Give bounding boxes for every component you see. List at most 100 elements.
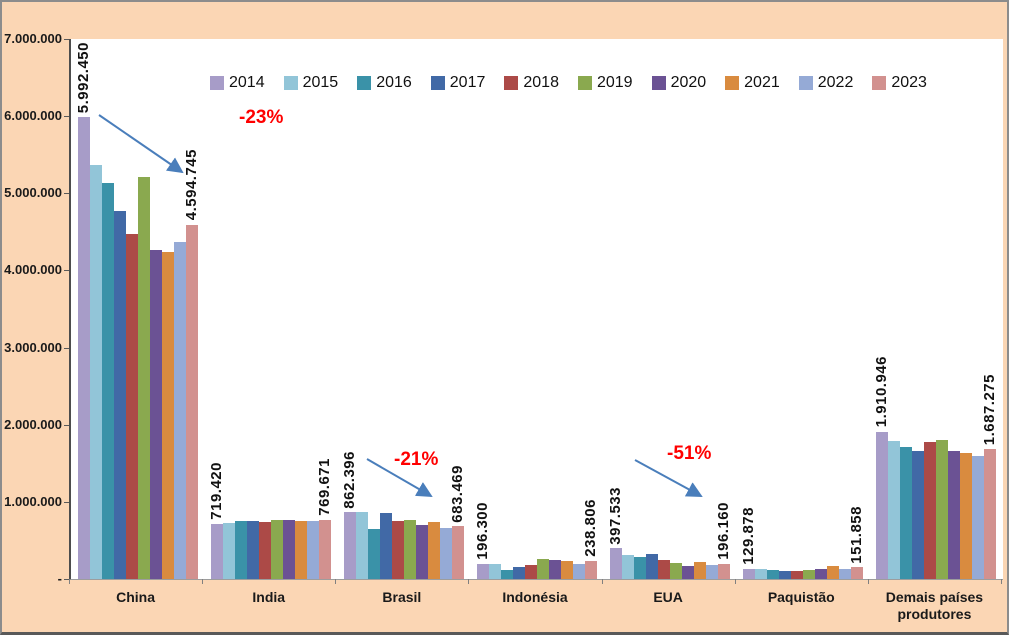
legend-swatch-icon xyxy=(430,76,445,90)
bar-eua-2019 xyxy=(670,562,683,579)
bar-brasil-2014 xyxy=(343,512,356,579)
bar-india-2014 xyxy=(210,523,223,579)
bar-eua-2015 xyxy=(622,554,635,579)
bar-india-2017 xyxy=(246,521,259,579)
value-label: 5.992.450 xyxy=(74,41,92,113)
bar-demais-2014 xyxy=(876,431,889,579)
x-tick-mark xyxy=(867,579,869,584)
value-label: 1.910.946 xyxy=(873,356,891,428)
bar-china-2023 xyxy=(185,224,198,579)
y-tick-label: 3.000.000 xyxy=(4,339,62,355)
y-tick-mark xyxy=(64,39,69,40)
x-tick-mark xyxy=(202,579,204,584)
bar-paquistão-2023 xyxy=(851,567,864,579)
legend-swatch-icon xyxy=(504,76,519,90)
legend-item-2021: 2021 xyxy=(725,74,780,92)
bar-eua-2020 xyxy=(682,565,695,579)
legend-item-2020: 2020 xyxy=(651,74,707,92)
bar-eua-2021 xyxy=(694,561,707,579)
bar-india-2020 xyxy=(282,519,295,579)
y-tick-label: 4.000.000 xyxy=(4,262,62,278)
bar-indonésia-2014 xyxy=(477,563,489,579)
bar-indonésia-2015 xyxy=(489,564,501,579)
y-tick-label: 7.000.000 xyxy=(4,31,62,46)
category-label-china: China xyxy=(116,589,156,605)
bar-china-2017 xyxy=(113,211,126,579)
y-tick-mark xyxy=(64,116,69,118)
value-label: 769.671 xyxy=(315,457,333,516)
bar-demais-2015 xyxy=(888,441,901,579)
bar-eua-2018 xyxy=(658,559,671,579)
x-tick-mark xyxy=(601,579,603,584)
value-label: 397.533 xyxy=(607,486,625,545)
bar-demais-2022 xyxy=(972,455,985,579)
annotation-brasil-percent: -21% xyxy=(394,449,439,470)
bar-china-2020 xyxy=(149,249,162,579)
bar-indonésia-2016 xyxy=(501,569,513,579)
bar-demais-2017 xyxy=(912,451,925,579)
legend-item-2023: 2023 xyxy=(872,74,927,92)
bar-india-2022 xyxy=(306,520,319,579)
bar-paquistão-2014 xyxy=(743,568,756,579)
bar-brasil-2015 xyxy=(355,512,368,579)
bar-brasil-2019 xyxy=(403,520,416,579)
bar-indonésia-2021 xyxy=(561,561,573,579)
category-label-indonésia: Indonésia xyxy=(502,589,568,605)
x-tick-mark xyxy=(335,579,337,584)
y-tick-label: - xyxy=(57,571,62,586)
x-tick-mark xyxy=(69,579,70,584)
bar-china-2021 xyxy=(161,251,174,579)
value-label: 1.687.275 xyxy=(981,373,999,445)
bar-india-2016 xyxy=(234,521,247,579)
bar-eua-2016 xyxy=(634,556,647,579)
legend-item-2019: 2019 xyxy=(577,74,633,92)
bar-brasil-2023 xyxy=(451,526,464,579)
x-tick-mark xyxy=(468,579,470,584)
y-tick-mark xyxy=(64,347,69,349)
annotation-eua-percent: -51% xyxy=(667,443,712,464)
bar-brasil-2022 xyxy=(439,528,452,579)
y-tick-mark xyxy=(64,501,69,503)
value-label: 196.300 xyxy=(474,502,491,560)
bar-paquistão-2019 xyxy=(803,569,816,579)
y-tick-label: 6.000.000 xyxy=(4,108,62,124)
bar-india-2015 xyxy=(222,523,235,579)
bar-indonésia-2017 xyxy=(513,566,525,579)
y-tick-mark xyxy=(64,193,69,195)
bar-china-2016 xyxy=(101,183,114,579)
bar-paquistão-2017 xyxy=(779,570,792,579)
bar-paquistão-2018 xyxy=(791,570,804,579)
bar-eua-2017 xyxy=(646,554,659,579)
bar-indonésia-2019 xyxy=(537,559,549,579)
bar-demais-2020 xyxy=(948,451,961,579)
legend-item-2014: 2014 xyxy=(210,74,265,92)
bar-china-2014 xyxy=(77,116,90,579)
y-tick-label: 1.000.000 xyxy=(4,493,62,509)
bar-india-2019 xyxy=(270,520,283,579)
legend-swatch-icon xyxy=(872,76,887,90)
legend-item-2017: 2017 xyxy=(430,74,486,92)
y-tick-label: 5.000.000 xyxy=(4,185,62,201)
legend-item-2018: 2018 xyxy=(504,74,559,92)
bar-china-2015 xyxy=(89,164,102,579)
value-label: 151.858 xyxy=(848,505,866,564)
bar-demais-2021 xyxy=(960,453,973,579)
bar-demais-2016 xyxy=(900,446,913,579)
legend-label: 2017 xyxy=(449,74,486,91)
bar-indonésia-2022 xyxy=(573,563,585,579)
legend-label: 2014 xyxy=(229,74,265,91)
legend-swatch-icon xyxy=(357,76,372,90)
legend-label: 2023 xyxy=(891,74,927,91)
annotation-china-percent: -23% xyxy=(239,107,284,128)
bar-brasil-2021 xyxy=(427,521,440,579)
legend-swatch-icon xyxy=(651,76,666,90)
legend-label: 2018 xyxy=(523,74,559,91)
bar-paquistão-2016 xyxy=(767,570,780,579)
legend-label: 2020 xyxy=(670,74,707,91)
legend-item-2022: 2022 xyxy=(798,74,853,92)
bar-paquistão-2015 xyxy=(755,569,768,579)
bar-indonésia-2023 xyxy=(585,560,597,579)
bar-india-2018 xyxy=(258,522,271,579)
value-label: 719.420 xyxy=(207,461,225,520)
